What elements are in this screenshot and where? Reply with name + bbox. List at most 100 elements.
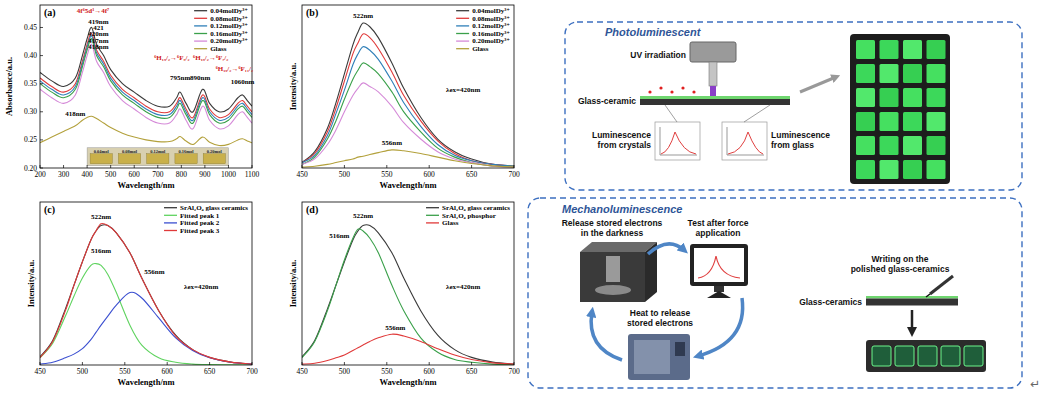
monitor [690,244,748,286]
diagram-text: in the darkness [581,228,644,238]
annotation: ⁶H₁₅/₂→⁶F₇/₂ [193,54,228,62]
y-tick-label: 0.25 [24,135,37,144]
label: 0.16mol [178,149,194,154]
y-tick [40,55,43,56]
diagram-text: Glass-ceramics [799,297,862,307]
series-line [40,36,252,121]
connector [665,105,677,122]
annotation: 1060nm [231,78,255,86]
plot-frame [302,5,514,168]
furnace [628,334,690,380]
glowing-sample [903,136,922,155]
monitor-screen [694,248,744,282]
y-axis-label: Intensity/a.u. [288,260,298,308]
panel-label: (b) [306,7,318,19]
annotation: 516nm [329,232,349,240]
x-tick [302,362,303,365]
box-title: Photoluminescent [605,26,702,38]
arrow [911,310,914,332]
mini-curve [728,132,763,154]
glowing-sample [927,160,946,179]
panel-label: (c) [44,204,55,216]
diagram-text: from crystals [598,140,652,150]
x-tick-label: 650 [466,170,478,179]
legend-swatch [194,33,207,34]
inset-sample [175,154,197,164]
x-tick-label: 650 [204,367,216,376]
x-tick-label: 700 [246,367,258,376]
mechanoluminescence-box [528,198,1022,388]
mini-axes [660,127,697,155]
y-tick [40,83,43,84]
connector [744,105,770,122]
uv-lamp-nozzle [709,62,717,86]
glowing-sample [927,136,946,155]
cycle-arrow [698,298,743,356]
x-axis-label: Wavelength/nm [379,377,436,387]
glowing-sample [880,160,899,179]
x-tick [386,165,387,168]
x-tick-label: 650 [466,367,478,376]
legend-label: Fitted peak 3 [180,227,220,235]
annotation: λex=420nm [184,283,218,291]
x-tick-label: 550 [119,367,131,376]
furnace-door [634,340,670,374]
series-line [40,225,252,364]
glowing-sample [903,88,922,107]
glowing-sample [903,64,922,83]
glowing-sample [856,136,875,155]
legend-swatch [194,48,207,49]
x-tick [302,165,303,168]
annotation: 418nm [88,43,108,51]
mini-spectrum [722,122,767,160]
x-tick [204,165,205,168]
x-tick [471,362,472,365]
x-tick [63,165,64,168]
chart-panel: 450500550600650700Wavelength/nmIntensity… [288,5,520,190]
glowing-sample [856,88,875,107]
series-line [40,44,252,129]
x-tick [429,362,430,365]
inset-sample [90,154,112,164]
inset-photo [87,148,228,166]
y-tick-label: 0.30 [24,107,37,116]
glowing-sample [880,136,899,155]
emission-dot [648,90,651,93]
series-line [302,225,514,364]
diagram-text: Test after force [688,218,749,228]
glowing-writing [941,346,960,366]
x-tick [124,362,125,365]
monitor-curve [698,256,740,278]
annotation: 890nm [190,74,210,82]
x-tick-label: 500 [77,367,89,376]
annotation: ⁶H₁₅/₂→⁶F₅/₂ [154,54,189,62]
pen-tip [926,294,930,297]
glowing-sample [927,112,946,131]
x-tick [386,362,387,365]
diagram-text: from glass [771,140,814,150]
x-tick [157,165,158,168]
cycle-arrow [591,312,622,360]
glowing-sample [856,64,875,83]
legend-swatch [426,222,439,223]
x-tick-label: 800 [176,170,188,179]
x-tick-label: 700 [152,170,164,179]
series-line [302,23,514,166]
x-tick [514,165,515,168]
x-tick-label: 700 [508,170,520,179]
x-tick-label: 450 [296,170,308,179]
sample-glow-layer [866,296,958,299]
legend-swatch [194,40,207,41]
annotation: 795nm [170,74,190,82]
emission-dot [659,86,662,89]
glowing-sample [880,64,899,83]
x-tick [228,165,229,168]
glowing-sample [880,88,899,107]
annotation: ⁶H₁₅/₂→⁶F₁₁/₂ [216,65,253,73]
series-line [302,63,514,167]
plot-frame [40,5,252,168]
y-tick-label: 0.45 [24,23,37,32]
x-tick-label: 550 [381,367,393,376]
diagram-text: application [696,228,741,238]
diagram-text: stored electrons [627,318,693,328]
